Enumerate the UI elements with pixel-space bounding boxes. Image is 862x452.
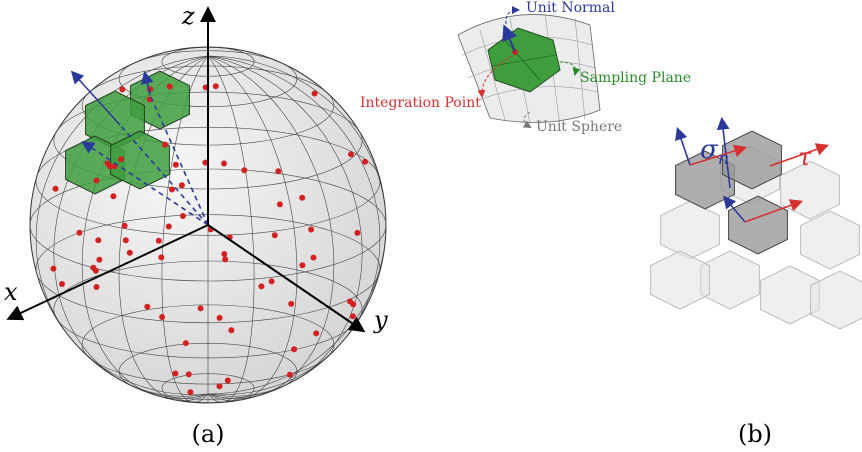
point	[308, 226, 315, 233]
unit-sphere-label: Unit Sphere	[536, 119, 622, 135]
point	[222, 256, 229, 263]
point	[104, 160, 111, 167]
sigma: σ	[700, 135, 719, 165]
point	[275, 168, 282, 175]
point	[126, 249, 133, 256]
point	[299, 262, 306, 269]
integration-points	[50, 83, 369, 396]
point	[159, 314, 166, 320]
longitude	[35, 55, 209, 395]
point	[182, 340, 189, 347]
point	[118, 156, 124, 163]
point	[362, 158, 369, 165]
sigma-n-label: σn	[700, 135, 729, 169]
point	[122, 237, 129, 244]
point	[178, 182, 185, 189]
point	[96, 256, 103, 263]
point	[110, 193, 117, 200]
point	[299, 194, 306, 201]
normals	[70, 70, 209, 226]
point	[268, 278, 275, 285]
point	[348, 151, 354, 158]
axes	[6, 6, 366, 333]
x-axis-label: x	[4, 278, 18, 306]
point	[179, 213, 186, 219]
inset	[457, 6, 601, 129]
y-axis-label: y	[373, 306, 388, 334]
hexagon	[130, 70, 190, 130]
longitude	[207, 55, 363, 397]
point	[349, 313, 356, 320]
point	[228, 327, 235, 334]
point	[286, 371, 293, 378]
point	[166, 83, 173, 90]
sampling-plane-label: Sampling Plane	[580, 70, 691, 86]
hexagon	[800, 210, 860, 270]
traction-vectors	[675, 116, 830, 223]
hexagon-patch	[650, 130, 862, 330]
sigma-subscript: n	[718, 148, 730, 169]
point	[172, 370, 179, 377]
point	[221, 160, 227, 167]
point	[50, 265, 57, 272]
point	[354, 229, 361, 236]
point	[144, 303, 151, 310]
point	[291, 346, 298, 353]
point	[169, 186, 175, 193]
hexagon	[760, 265, 820, 325]
longitude	[207, 55, 335, 399]
point	[202, 159, 209, 166]
point	[216, 314, 223, 321]
point	[93, 284, 100, 290]
hexagon	[810, 270, 862, 330]
longitude	[207, 55, 387, 395]
longitude	[207, 55, 381, 395]
point	[185, 371, 192, 378]
point	[162, 141, 168, 148]
z-axis-label: z	[181, 2, 195, 30]
point	[350, 301, 357, 308]
point	[93, 177, 100, 184]
point	[52, 185, 59, 192]
point	[76, 229, 83, 236]
hexagon	[110, 130, 170, 190]
tau-label: τ	[798, 143, 812, 171]
point	[172, 161, 179, 168]
point	[276, 201, 283, 208]
point	[258, 283, 265, 290]
unit-normal-label: Unit Normal	[526, 0, 615, 16]
point	[165, 223, 172, 230]
caption-b: (b)	[738, 420, 772, 448]
point	[187, 389, 194, 396]
longitude	[207, 55, 298, 402]
hexagon	[660, 200, 720, 260]
longitude	[207, 55, 255, 403]
integration-point-label: Integration Point	[360, 95, 481, 111]
point	[197, 305, 204, 312]
point	[288, 300, 295, 307]
point	[155, 237, 162, 244]
hexagon	[728, 195, 788, 255]
point	[224, 377, 231, 384]
point	[313, 330, 320, 337]
point	[311, 90, 318, 97]
point	[241, 167, 248, 174]
hexagon	[650, 250, 710, 310]
point	[95, 237, 102, 244]
point	[310, 254, 317, 261]
point	[221, 251, 228, 257]
point	[216, 383, 223, 390]
point	[271, 232, 278, 239]
point	[121, 222, 128, 229]
caption-a: (a)	[191, 420, 224, 448]
point	[92, 267, 99, 274]
point	[119, 86, 126, 93]
point	[59, 281, 65, 287]
point	[158, 254, 165, 261]
point	[212, 83, 219, 90]
